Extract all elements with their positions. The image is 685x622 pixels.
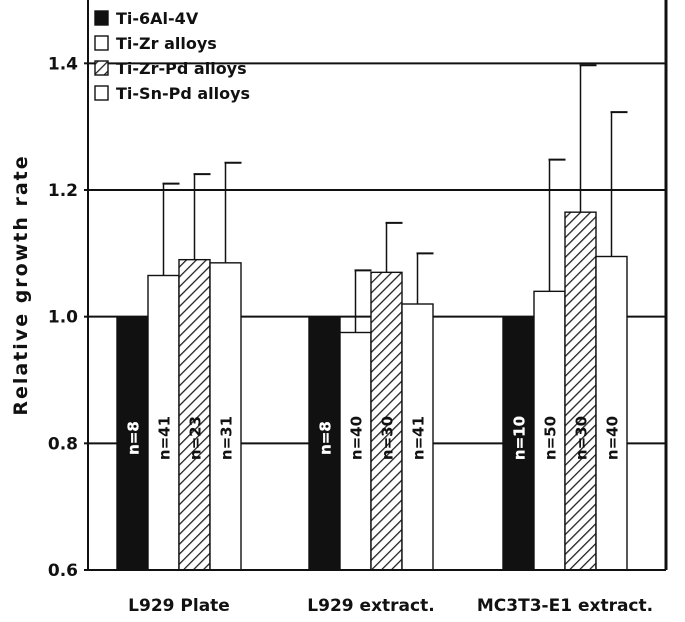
n-label-2-4: n=41 [410,416,428,460]
n-label-3-4: n=40 [604,416,622,460]
x-category-label-3: MC3T3-E1 extract. [477,596,653,616]
n-label-1-2: n=41 [156,416,174,460]
bar-3-3 [564,211,597,571]
legend-swatch-2 [94,35,109,51]
y-tick-label-2: 0.8 [48,434,78,454]
bar-1-3 [178,258,211,571]
axes-layer: 0.6 0.8 1.0 1.2 1.4 Relative growth rate L929 … [10,0,668,616]
y-tick-label-1: 0.6 [48,561,78,581]
n-label-1-4: n=31 [218,416,236,460]
legend-swatch-4 [94,85,109,101]
bar-2-3 [370,271,403,571]
bar-2-4 [401,303,434,571]
y-tick-label-3: 1.0 [48,308,78,328]
legend-label-4: Ti-Sn-Pd alloys [116,84,250,103]
n-label-1-3: n=23 [187,416,205,460]
y-axis-label: Relative growth rate [10,154,32,415]
n-label-1-1: n=8 [125,421,143,455]
bars-layer [116,211,628,571]
legend-label-1: Ti-6Al-4V [116,9,199,28]
bar-n-labels-layer: n=8 n=41 n=23 n=31 n=8 n=40 n=30 n=41 n=10 n=50 n=… [124,416,622,460]
bar-3-4 [595,255,628,571]
n-label-3-3: n=30 [573,416,591,460]
n-label-3-1: n=10 [511,416,529,460]
x-category-label-2: L929 extract. [307,596,434,616]
legend-swatch-1 [94,10,109,26]
y-tick-label-5: 1.4 [48,54,78,74]
bar-1-1 [116,315,149,571]
bar-2-1 [308,315,341,571]
n-label-2-2: n=40 [348,416,366,460]
legend-label-3: Ti-Zr-Pd alloys [116,59,247,78]
legend-swatch-3 [94,60,109,76]
legend-label-2: Ti-Zr alloys [116,34,217,53]
x-category-label-1: L929 Plate [128,596,230,616]
error-bars-layer [162,64,628,333]
n-label-3-2: n=50 [542,416,560,460]
y-tick-label-4: 1.2 [48,181,78,201]
legend: Ti-6Al-4V Ti-Zr alloys Ti-Zr-Pd alloys Ti-S… [94,9,250,103]
n-label-2-3: n=30 [379,416,397,460]
bar-3-2 [533,290,566,571]
n-label-2-1: n=8 [317,421,335,455]
